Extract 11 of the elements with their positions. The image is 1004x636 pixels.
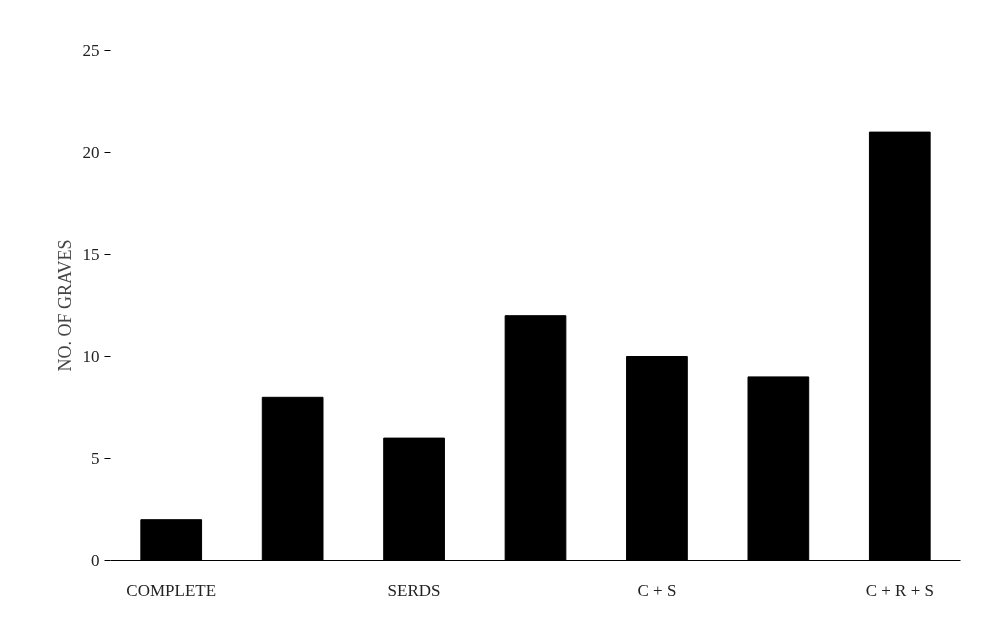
y-tick-label: 5: [91, 449, 100, 468]
x-tick-label: SERDS: [387, 580, 441, 600]
y-tick-label: 10: [82, 347, 100, 366]
y-tick-label: 15: [82, 245, 100, 264]
x-tick-label: C + R + S: [865, 580, 934, 600]
x-tick-label: COMPLETE: [126, 580, 217, 600]
y-axis-title: NO. OF GRAVES: [54, 239, 75, 372]
x-tick-label: C + S: [637, 580, 677, 600]
y-tick-label: 25: [82, 41, 100, 60]
y-tick-label: 20: [82, 143, 100, 162]
y-tick-label: 0: [91, 551, 100, 570]
